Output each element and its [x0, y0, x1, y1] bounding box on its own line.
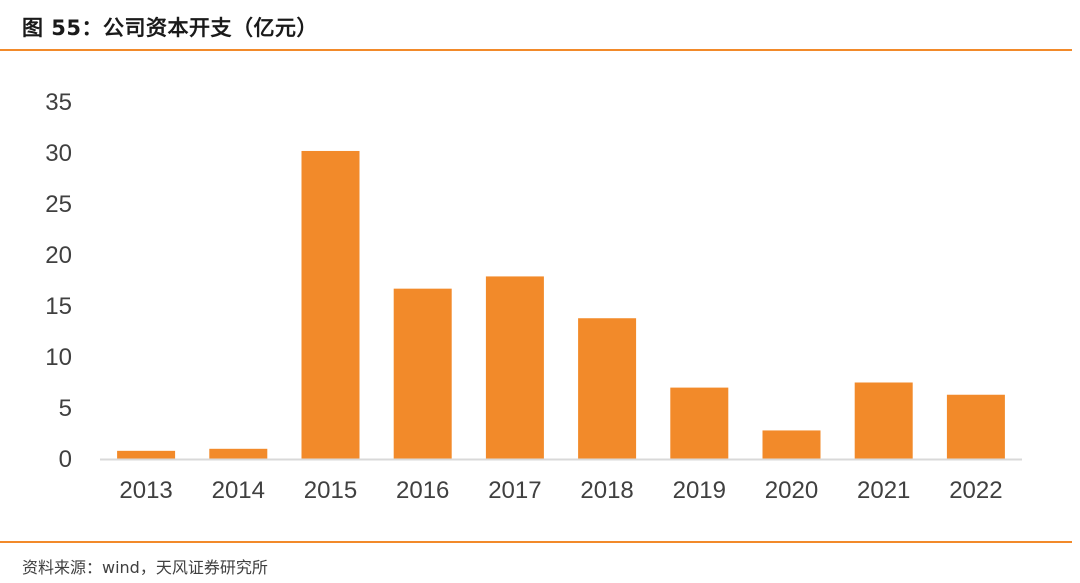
y-tick-label: 20: [45, 242, 72, 269]
x-tick-label: 2022: [949, 477, 1002, 504]
y-tick-label: 35: [45, 89, 72, 116]
bar-2016: [393, 288, 452, 459]
x-tick-label: 2016: [396, 477, 449, 504]
x-tick-label: 2021: [857, 477, 910, 504]
bar-2014: [209, 448, 268, 459]
y-tick-label: 10: [45, 344, 72, 371]
y-tick-label: 30: [45, 140, 72, 167]
x-tick-label: 2013: [119, 477, 172, 504]
bar-2022: [946, 394, 1005, 459]
bar-2013: [117, 450, 176, 459]
y-tick-label: 5: [59, 395, 72, 422]
title-bar: 图 55：公司资本开支（亿元）: [0, 0, 1072, 51]
figure-title: 图 55：公司资本开支（亿元）: [22, 16, 319, 40]
bars-group: [117, 150, 1005, 459]
x-tick-label: 2019: [673, 477, 726, 504]
bar-2020: [762, 430, 821, 459]
bar-2018: [578, 318, 637, 459]
source-note: 资料来源：wind，天风证券研究所: [22, 558, 268, 577]
x-tick-label: 2014: [212, 477, 265, 504]
x-tick-label: 2018: [580, 477, 633, 504]
y-axis-ticks: 0 5 10 15 20 25 30 35: [45, 89, 72, 473]
x-tick-label: 2020: [765, 477, 818, 504]
bar-2015: [301, 150, 360, 459]
y-tick-label: 0: [59, 446, 72, 473]
bar-2017: [485, 276, 544, 459]
x-tick-label: 2017: [488, 477, 541, 504]
footer-rule: [0, 541, 1072, 543]
bar-2021: [854, 382, 913, 459]
y-tick-label: 25: [45, 191, 72, 218]
x-axis-ticks: 2013 2014 2015 2016 2017 2018 2019 2020 2021 2022: [119, 477, 1002, 504]
x-tick-label: 2015: [304, 477, 357, 504]
bar-2019: [670, 387, 729, 459]
chart-area: 0 5 10 15 20 25 30 35 2013 2014 2015 2016 2017 2018 2…: [0, 51, 1080, 541]
y-tick-label: 15: [45, 293, 72, 320]
